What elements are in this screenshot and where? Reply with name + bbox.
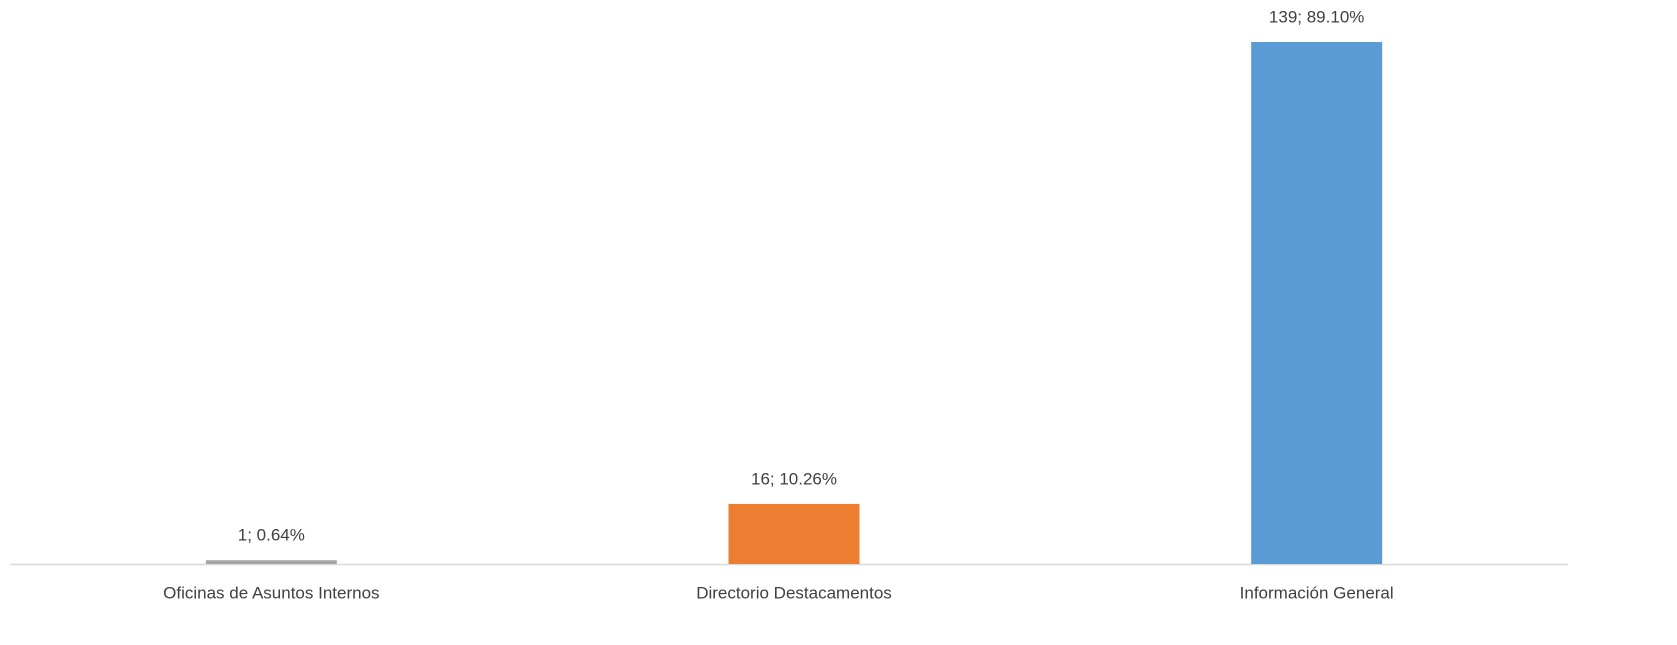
bar <box>205 560 337 564</box>
value-label: 139; 89.10% <box>1269 7 1364 26</box>
x-tick-label: Oficinas de Asuntos Internos <box>163 583 379 602</box>
x-tick-label: Información General <box>1240 583 1394 602</box>
bar <box>728 503 860 564</box>
x-tick-label: Directorio Destacamentos <box>696 583 892 602</box>
value-label: 1; 0.64% <box>238 526 305 545</box>
bar <box>1251 42 1383 564</box>
value-label: 16; 10.26% <box>751 469 837 488</box>
